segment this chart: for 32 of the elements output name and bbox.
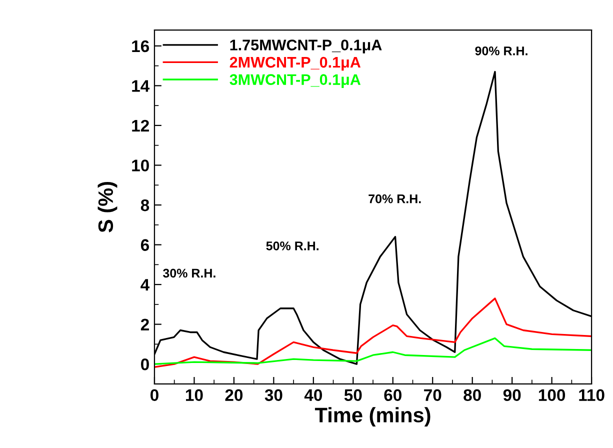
x-tick-label: 100 (538, 389, 566, 402)
x-tick-label: 80 (464, 389, 481, 402)
x-tick-label: 30 (264, 389, 282, 402)
y-tick-label: 12 (132, 120, 149, 132)
y-tick-label: 8 (140, 199, 150, 212)
annotation: 30% R.H. (162, 268, 216, 278)
annotation: 50% R.H. (266, 241, 318, 250)
y-tick-label: 16 (132, 40, 150, 52)
x-tick-label: 90 (503, 389, 521, 402)
legend-label: 3MWCNT-P_0.1μA (230, 74, 361, 88)
y-axis-title: S (%) (98, 182, 118, 232)
annotation: 90% R.H. (475, 46, 528, 56)
y-tick-label: 14 (132, 80, 150, 92)
y-tick-label: 4 (140, 279, 150, 291)
x-axis-title: Time (mins) (314, 407, 430, 427)
line-series (154, 298, 592, 368)
x-tick-label: 0 (150, 389, 158, 402)
x-tick-label: 20 (225, 389, 243, 402)
x-tick-label: 40 (304, 389, 322, 402)
x-tick-label: 110 (579, 389, 604, 402)
line-series (154, 337, 592, 365)
annotation: 70% R.H. (368, 194, 421, 204)
x-tick-label: 70 (424, 389, 442, 402)
y-tick-label: 6 (140, 239, 150, 251)
legend-label: 2MWCNT-P_0.1μA (230, 56, 361, 71)
y-tick-label: 2 (140, 318, 149, 330)
x-tick-label: 60 (384, 389, 402, 402)
y-tick-label: 10 (132, 160, 149, 172)
legend-label: 1.75MWCNT-P_0.1μA (230, 40, 382, 54)
x-tick-label: 50 (344, 389, 362, 402)
y-tick-label: 0 (141, 358, 149, 370)
x-tick-label: 10 (186, 389, 203, 402)
